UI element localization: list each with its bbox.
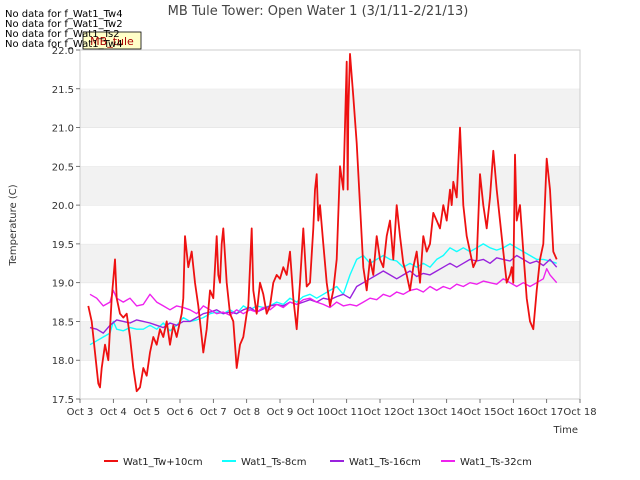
- y-tick-label: 19.0: [52, 279, 74, 290]
- y-tick-label: 18.0: [52, 356, 74, 367]
- x-tick-label: Oct 3: [67, 407, 94, 418]
- legend-item: Wat1_Ts-8cm: [222, 457, 307, 468]
- x-tick-label: Oct 13: [397, 407, 430, 418]
- grid-band: [80, 127, 580, 167]
- y-tick-label: 20.5: [52, 162, 74, 173]
- no-data-message: No data for f_Wat1_Ts2: [5, 29, 120, 40]
- legend-label: Wat1_Ts-16cm: [349, 457, 421, 468]
- chart-title: MB Tule Tower: Open Water 1 (3/1/11-2/21…: [168, 4, 469, 19]
- x-tick-label: Oct 11: [330, 407, 363, 418]
- y-tick-label: 18.5: [52, 317, 74, 328]
- y-axis-ticks: 17.5 18.0 18.5 19.0 19.5 20.0 20.5 21.0 21.5 22.0: [52, 46, 80, 406]
- x-axis-label: Time: [553, 425, 578, 436]
- x-tick-label: Oct 8: [233, 407, 260, 418]
- mb-tule-box-background: [82, 31, 142, 50]
- grid-band: [80, 166, 580, 206]
- mb-tule-box: MB_tule: [82, 31, 142, 50]
- legend-item: Wat1_Ts-16cm: [330, 457, 421, 468]
- grid-bands: [80, 49, 580, 399]
- x-tick-label: Oct 15: [463, 407, 496, 418]
- grid-band: [80, 50, 580, 89]
- y-axis-label: Temperature (C): [8, 184, 19, 266]
- x-tick-label: Oct 6: [167, 407, 194, 418]
- y-tick-label: 21.5: [52, 85, 74, 96]
- legend-label: Wat1_Tw+10cm: [123, 457, 203, 468]
- y-tick-label: 22.0: [52, 46, 74, 57]
- y-tick-label: 17.5: [52, 395, 74, 406]
- y-tick-label: 19.5: [52, 240, 74, 251]
- x-tick-label: Oct 4: [100, 407, 127, 418]
- x-tick-label: Oct 5: [133, 407, 160, 418]
- mb-tule-box-label: MB_tule: [90, 35, 134, 48]
- y-tick-label: 20.0: [52, 201, 74, 212]
- legend-item: Wat1_Ts-32cm: [441, 457, 532, 468]
- plot-border: [79, 49, 581, 400]
- no-data-message: No data for f_Wat1_Tw2: [5, 19, 123, 30]
- x-tick-label: Oct 7: [200, 407, 227, 418]
- x-tick-label: Oct 16: [497, 407, 530, 418]
- grid-band: [80, 360, 580, 399]
- series-line-wat1-tw-10cm: [87, 53, 558, 393]
- x-tick-label: Oct 14: [430, 407, 463, 418]
- legend-label: Wat1_Ts-32cm: [460, 457, 532, 468]
- x-tick-label: Oct 12: [363, 407, 396, 418]
- legend-label: Wat1_Ts-8cm: [241, 457, 307, 468]
- x-tick-label: Oct 17: [530, 407, 563, 418]
- legend-item: Wat1_Tw+10cm: [104, 457, 203, 468]
- grid-band: [80, 205, 580, 244]
- grid-band: [80, 88, 580, 128]
- series-line-wat1-ts-32cm: [89, 268, 558, 316]
- no-data-message: No data for f_Wat1_Tw4: [5, 39, 123, 50]
- plot-frame: [79, 49, 581, 400]
- x-tick-label: Oct 9: [267, 407, 294, 418]
- x-tick-label: Oct 18: [563, 407, 596, 418]
- no-data-message: No data for f_Wat1_Tw4: [5, 9, 123, 20]
- y-tick-label: 21.0: [52, 124, 74, 135]
- x-tick-label: Oct 10: [297, 407, 330, 418]
- x-axis-ticks: Oct 3 Oct 4 Oct 5 Oct 6 Oct 7 Oct 8 Oct 9 Oct 1…: [67, 399, 597, 418]
- legend: Wat1_Tw+10cm Wat1_Ts-8cm Wat1_Ts-16cm Wat1_…: [104, 457, 532, 468]
- series-layer: [87, 53, 558, 393]
